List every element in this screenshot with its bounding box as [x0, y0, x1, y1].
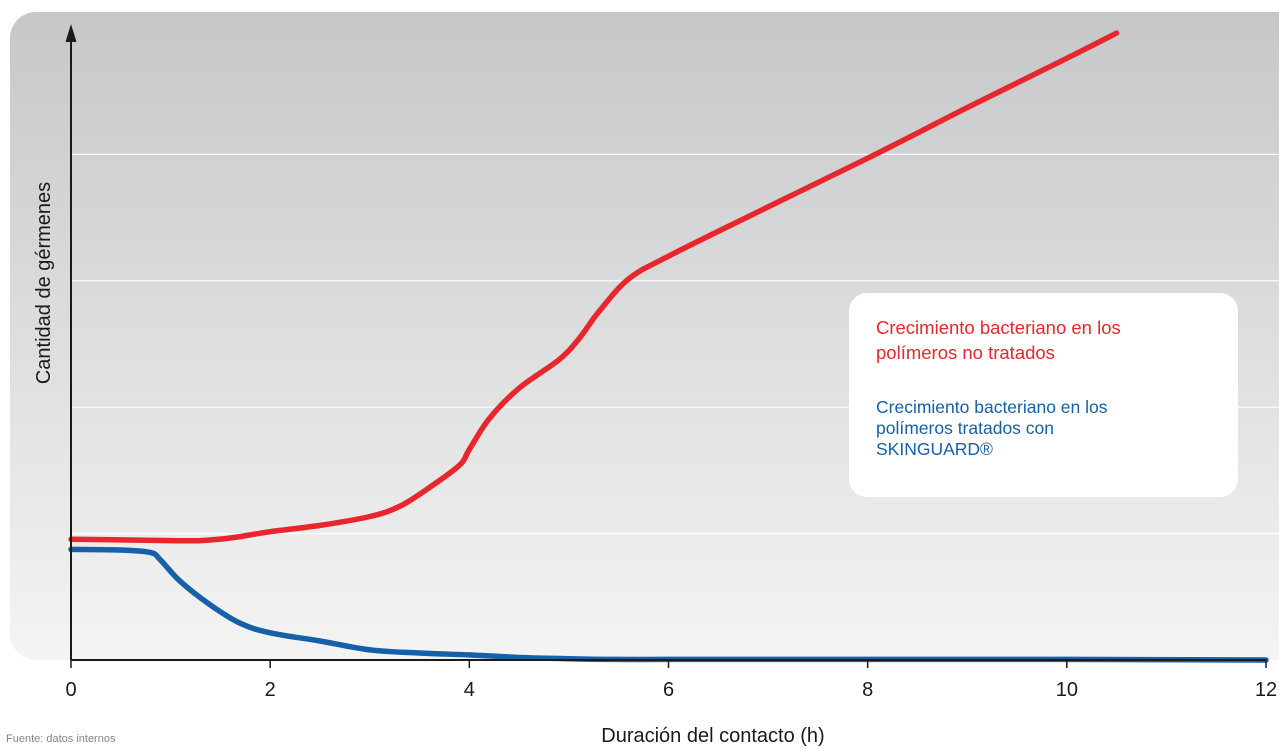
footnote: Fuente: datos internos: [6, 733, 116, 745]
x-tick-label-6: 6: [663, 679, 674, 701]
x-tick-label-0: 0: [65, 679, 76, 701]
x-tick-label-12: 12: [1255, 679, 1277, 701]
x-tick-label-10: 10: [1056, 679, 1078, 701]
y-axis-label: Cantidad de gérmenes: [33, 182, 55, 384]
plot-background: [10, 12, 1279, 660]
legend-entry-untreated: Crecimiento bacteriano en los polímeros …: [876, 317, 1121, 363]
series-line-untreated: [68, 30, 1120, 544]
legend-entry-skinguard: Crecimiento bacteriano en los polímeros …: [876, 397, 1108, 459]
x-tick-label-4: 4: [464, 679, 475, 701]
legend: Crecimiento bacteriano en los polímeros …: [849, 293, 1238, 497]
x-tick-label-2: 2: [265, 679, 276, 701]
y-axis-arrowhead: [65, 24, 77, 42]
x-tick-label-8: 8: [862, 679, 873, 701]
plot-background-corner-fill: [1240, 12, 1279, 660]
x-axis-label: Duración del contacto (h): [601, 725, 824, 747]
